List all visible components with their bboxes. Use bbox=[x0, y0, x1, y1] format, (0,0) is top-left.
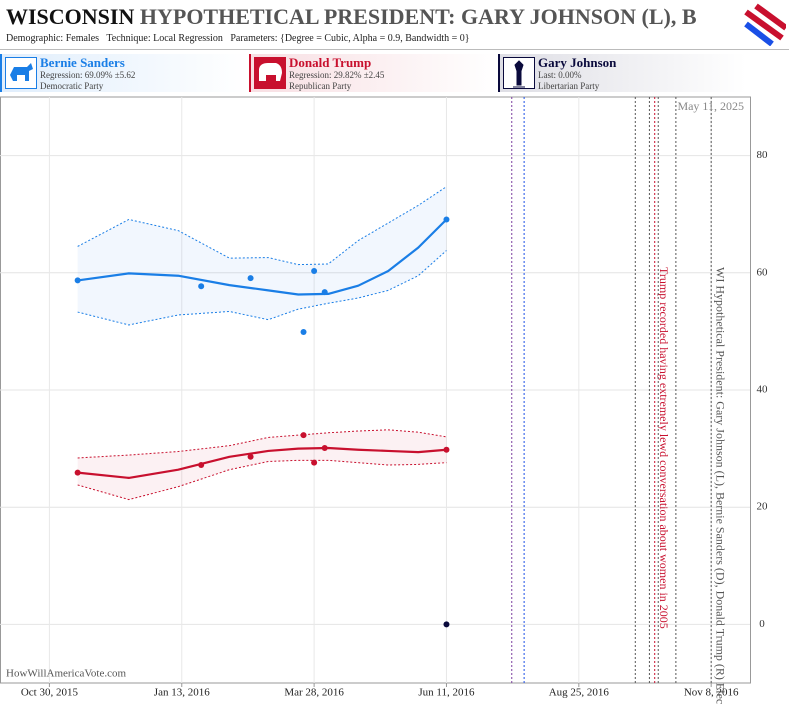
poll-point bbox=[443, 216, 450, 223]
y-tick-label: 0 bbox=[759, 618, 765, 630]
x-tick-label: Nov 8, 2016 bbox=[684, 687, 739, 699]
date-stamp: May 11, 2025 bbox=[677, 99, 744, 113]
y-tick-label: 40 bbox=[757, 384, 769, 396]
legend-party: Democratic Party bbox=[40, 81, 104, 91]
band-edge bbox=[77, 186, 447, 266]
title: WISCONSIN bbox=[6, 4, 135, 29]
header: WISCONSIN HYPOTHETICAL PRESIDENT: GARY J… bbox=[6, 4, 746, 30]
legend-name: Bernie Sanders bbox=[40, 55, 125, 70]
poll-point bbox=[300, 432, 307, 439]
band-edge bbox=[77, 250, 447, 326]
x-tick-label: Aug 25, 2016 bbox=[549, 687, 610, 699]
y-tick-label: 60 bbox=[757, 266, 769, 278]
x-tick-label: Jun 11, 2016 bbox=[418, 687, 475, 699]
poll-point bbox=[198, 462, 205, 469]
candidate-icon bbox=[503, 57, 535, 89]
poll-point bbox=[321, 445, 328, 452]
legend-party: Libertarian Party bbox=[538, 81, 600, 91]
legend-summary: Regression: 69.09% ±5.62 bbox=[40, 70, 136, 80]
event-label: WI Hypothetical President: Gary Johnson … bbox=[713, 267, 727, 704]
legend-summary: Regression: 29.82% ±2.45 bbox=[289, 70, 385, 80]
y-tick-label: 80 bbox=[757, 149, 769, 161]
poll-point bbox=[311, 268, 318, 275]
confidence-band bbox=[77, 186, 447, 325]
x-tick-label: Oct 30, 2015 bbox=[21, 687, 79, 699]
y-tick-label: 20 bbox=[757, 501, 769, 513]
x-tick-label: Mar 28, 2016 bbox=[284, 687, 344, 699]
legend-item: Gary Johnson Last: 0.00% Libertarian Party bbox=[498, 54, 746, 92]
legend-summary: Last: 0.00% bbox=[538, 70, 582, 80]
poll-point bbox=[321, 289, 328, 296]
divider bbox=[0, 49, 789, 50]
trend-line bbox=[77, 218, 448, 296]
poll-point bbox=[443, 446, 450, 453]
title-rest: HYPOTHETICAL PRESIDENT: GARY JOHNSON (L)… bbox=[139, 4, 697, 29]
band-edge bbox=[77, 459, 447, 501]
legend-name: Gary Johnson bbox=[538, 55, 617, 70]
poll-point bbox=[247, 453, 254, 460]
poll-point bbox=[311, 459, 318, 466]
logo bbox=[744, 3, 786, 46]
subtitle: Demographic: Females Technique: Local Re… bbox=[6, 33, 470, 44]
poll-point bbox=[247, 275, 254, 282]
candidate-icon bbox=[5, 57, 37, 89]
poll-point bbox=[74, 469, 81, 476]
candidate-icon bbox=[254, 57, 286, 89]
poll-point bbox=[198, 283, 205, 290]
poll-point bbox=[74, 277, 81, 284]
confidence-band bbox=[77, 429, 447, 500]
source: HowWillAmericaVote.com bbox=[6, 668, 126, 680]
legend-name: Donald Trump bbox=[289, 55, 372, 70]
poll-point bbox=[443, 621, 450, 628]
x-tick-label: Jan 13, 2016 bbox=[154, 687, 210, 699]
trend-line bbox=[77, 446, 447, 479]
band-edge bbox=[77, 429, 447, 459]
legend-item: Bernie Sanders Regression: 69.09% ±5.62 De… bbox=[0, 54, 248, 92]
poll-point bbox=[300, 328, 307, 335]
legend-item: Donald Trump Regression: 29.82% ±2.45 Repu… bbox=[249, 54, 497, 92]
legend-party: Republican Party bbox=[289, 81, 352, 91]
event-label: Trump recorded having extremely lewd con… bbox=[657, 267, 671, 629]
